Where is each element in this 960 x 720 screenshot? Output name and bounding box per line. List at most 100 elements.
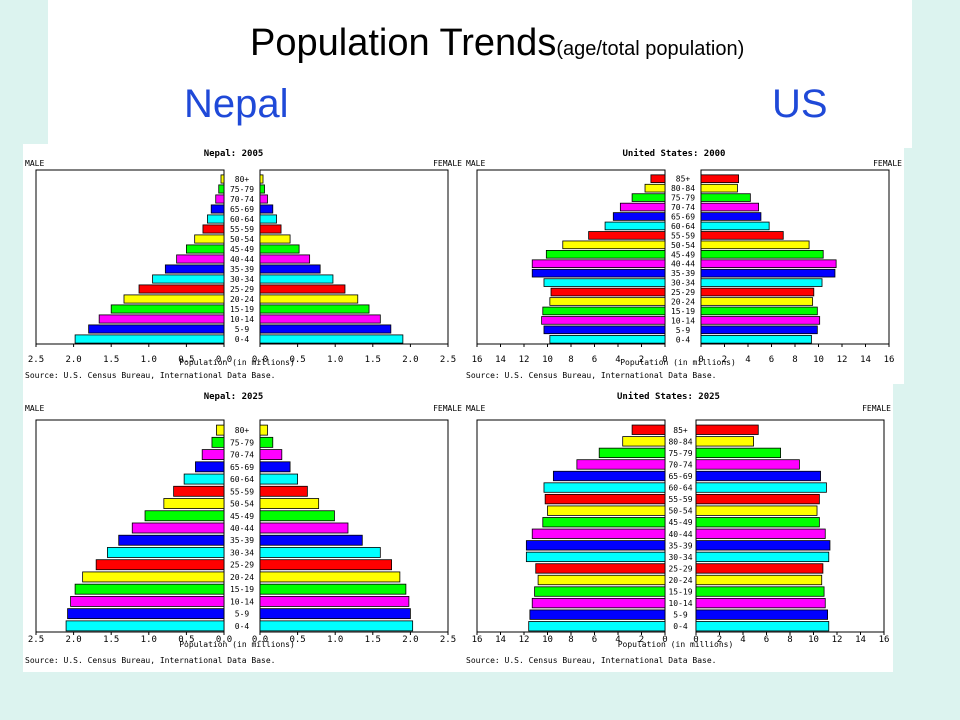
bar-female [259,424,268,436]
tick-label: 2 [722,355,727,365]
tick-label: 2.5 [440,355,456,365]
title-card [48,0,912,148]
bar-female [695,528,826,539]
tick-label: 8 [568,355,573,365]
bar-male [562,240,666,250]
bar-female [700,221,770,231]
source-note: Source: U.S. Census Bureau, Internationa… [25,371,275,380]
bar-male [74,583,225,595]
bar-female [259,334,404,344]
bar-male [173,485,225,497]
title-main: Population Trends [250,22,557,64]
tick-label: 16 [472,355,483,365]
tick-label: 0.0 [216,635,232,645]
bar-female [700,202,759,212]
bar-female [695,459,800,470]
bar-female [695,517,820,528]
bar-female [259,214,277,224]
bar-female [259,608,411,620]
chart-title: United States: 2025 [617,391,720,402]
bar-male [215,194,225,204]
bar-female [259,194,268,204]
age-label: 70-74 [230,195,254,204]
age-label: 80-84 [671,184,695,193]
tick-label: 0.0 [216,355,232,365]
female-label: FEMALE [433,159,462,168]
bar-male [531,597,666,609]
male-label: MALE [25,404,44,413]
bar-male [545,250,666,259]
age-label: 10-14 [668,599,692,608]
tick-label: 8 [792,355,797,365]
pyramid-chart: 0-45-910-1415-1920-2425-2930-3435-3940-4… [25,149,462,380]
tick-label: 2.0 [402,635,418,645]
bar-female [259,184,265,194]
bar-male [542,517,666,528]
bar-female [695,505,818,516]
bar-female [695,540,831,551]
age-label: 70-74 [230,451,254,460]
bar-male [194,234,225,244]
female-label: FEMALE [433,404,462,413]
bar-male [525,540,666,551]
tick-label: 14 [495,355,506,365]
age-label: 15-19 [230,305,254,314]
bar-female [259,314,381,324]
pyramid-nepal-2005: 0-4 5-9 10-14 15-19 20-24 25-29 30-34 35-39 40-4… [23,144,464,384]
bar-male [82,571,225,583]
bar-male [201,449,225,461]
tick-label: 4 [740,635,745,645]
bar-female [700,268,836,278]
tick-label: 14 [855,635,866,645]
tick-label: 6 [592,355,597,365]
bar-male [164,264,225,274]
age-label: 45-49 [230,512,254,521]
age-label: 65-69 [671,213,695,222]
bar-male [547,505,666,516]
bar-male [535,563,666,574]
tick-label: 16 [884,355,895,365]
bar-female [259,510,335,522]
bar-male [88,324,225,334]
bar-female [695,482,827,493]
age-label: 45-49 [671,250,695,259]
bar-male [541,316,666,325]
age-label: 40-44 [668,530,692,539]
age-label: 25-29 [230,285,254,294]
tick-label: 2.0 [65,355,81,365]
tick-label: 2 [639,635,644,645]
bar-male [531,268,666,278]
age-label: 20-24 [668,576,692,585]
male-label: MALE [25,159,44,168]
x-axis-label: Population (in millions) [179,640,295,649]
bar-male [542,306,666,316]
pyramid-us-2000: 0-4 5-9 10-14 15-19 20-24 25-29 30-34 35-39 40-4… [464,144,904,384]
tick-label: 1.0 [141,635,157,645]
tick-label: 2.0 [402,355,418,365]
male-label: MALE [466,404,485,413]
pyramid-chart: 0-45-910-1415-1920-2425-2930-3435-3940-4… [25,392,462,665]
tick-label: 2.5 [440,635,456,645]
age-label: 55-59 [230,225,254,234]
bar-female [259,485,308,497]
bar-male [218,184,225,194]
age-label: 35-39 [230,536,254,545]
bar-female [700,193,751,202]
bar-female [259,304,370,314]
bar-female [695,493,820,505]
age-label: 35-39 [671,269,695,278]
bar-female [700,174,739,183]
bar-female [695,563,824,574]
bar-female [259,473,298,485]
age-label: 85+ [676,175,691,184]
age-label: 45-49 [230,245,254,254]
x-axis-label: Population (in millions) [620,358,736,367]
age-label: 60-64 [671,222,695,231]
tick-label: 14 [495,635,506,645]
age-label: 15-19 [668,588,692,597]
bar-female [259,620,414,632]
tick-label: 6 [764,635,769,645]
tick-label: 0 [662,355,667,365]
bar-male [144,510,225,522]
tick-label: 16 [472,635,483,645]
